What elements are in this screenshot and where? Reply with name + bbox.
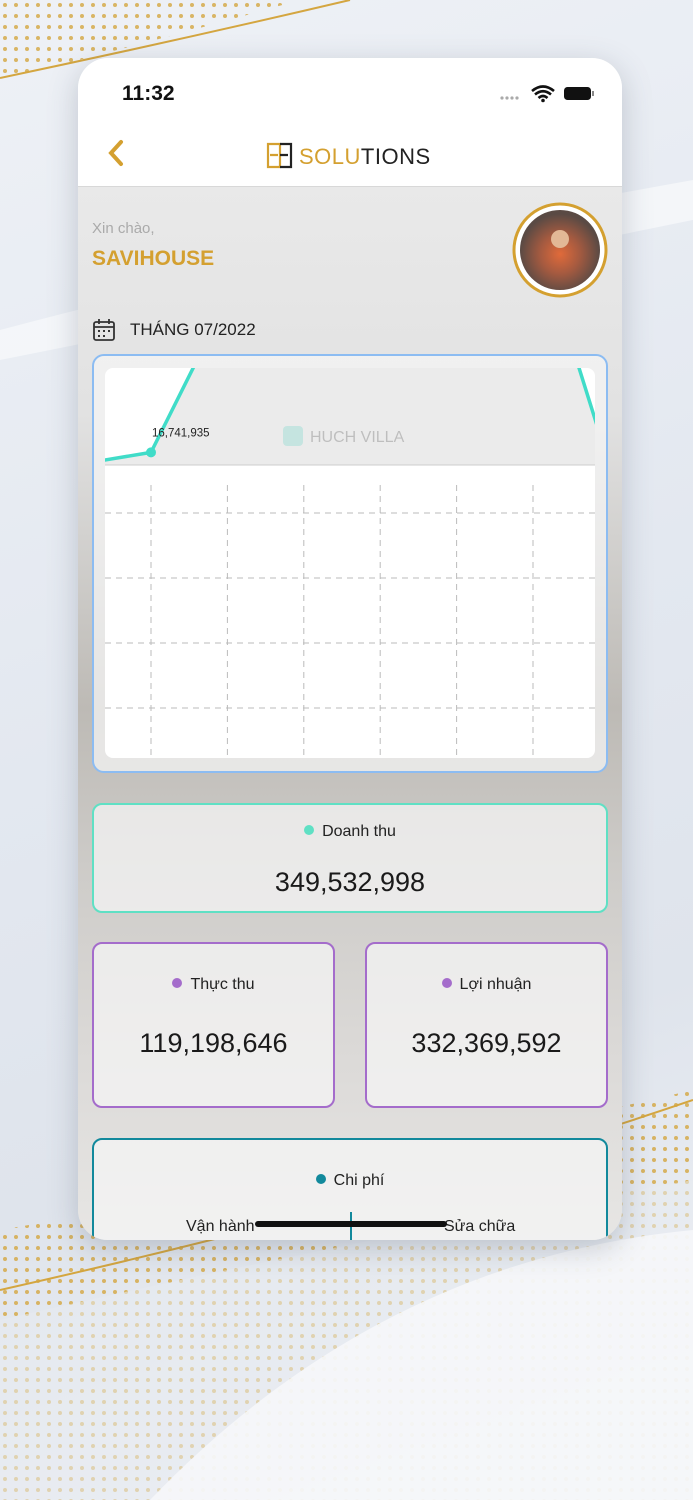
- greeting-name: SAVIHOUSE: [92, 247, 215, 270]
- expense-column: Vận hành: [186, 1218, 255, 1235]
- card-value: 349,532,998: [274, 867, 426, 897]
- card-title: Thực thu: [94, 976, 333, 994]
- point: [146, 447, 156, 458]
- greeting-label: Xin chào,: [92, 220, 155, 237]
- top-bar: 11:32 SOLUTIONS: [78, 58, 622, 187]
- card-label: Lợi nhuận: [459, 976, 532, 993]
- expense-dot: [315, 1174, 326, 1184]
- chart: HUCH VILLA16,741,93503219,830,00004219,8…: [105, 368, 595, 758]
- back-button[interactable]: [104, 138, 128, 168]
- grid: [105, 485, 595, 758]
- value-label: 16,741,935: [152, 427, 210, 439]
- card-label: Thực thu: [190, 976, 255, 993]
- area-fill: [105, 368, 595, 465]
- logo-text-gold: SOLU: [299, 144, 361, 169]
- avatar[interactable]: [511, 201, 609, 299]
- card-value: 119,198,646: [139, 1028, 288, 1058]
- card-title: Lợi nhuận: [367, 976, 606, 994]
- logo-mark: [266, 142, 293, 169]
- summary-card: Doanh thu 349,532,998: [92, 803, 608, 913]
- card-title: Doanh thu: [94, 823, 606, 841]
- period-label[interactable]: THÁNG 07/2022: [130, 320, 256, 339]
- card-dot: [172, 978, 183, 988]
- home-indicator: [255, 1221, 447, 1227]
- calendar-icon[interactable]: [92, 318, 116, 342]
- logo-text-dark: TIONS: [360, 144, 431, 169]
- logo-text: SOLUTIONS: [299, 144, 431, 170]
- line: [105, 368, 595, 462]
- card-dot: [304, 825, 315, 835]
- card-label: Doanh thu: [322, 823, 396, 840]
- status-icons: [500, 85, 594, 103]
- expense-label: Chi phí: [333, 1172, 385, 1189]
- status-time: 11:32: [122, 82, 175, 105]
- card-dot: [441, 978, 452, 988]
- card-value: 332,369,592: [411, 1028, 562, 1058]
- summary-card: Thực thu 119,198,646: [92, 942, 335, 1108]
- summary-card: Lợi nhuận 332,369,592: [365, 942, 608, 1108]
- expense-column: Sửa chữa: [444, 1218, 516, 1235]
- phone-screen: 11:32 SOLUTIONS Xin chào, SAVIHOUSE THÁN…: [78, 58, 622, 1240]
- expense-title: Chi phí: [94, 1172, 606, 1190]
